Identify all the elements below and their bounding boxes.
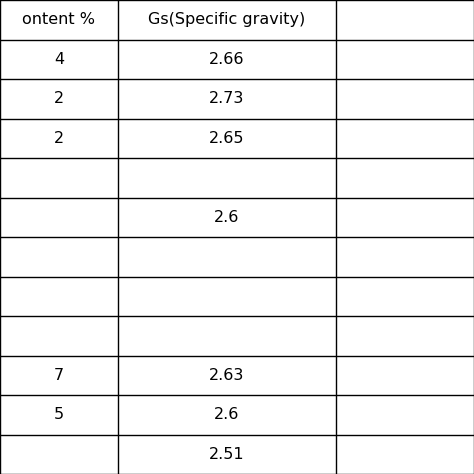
Text: Gs(Specific gravity): Gs(Specific gravity): [148, 12, 306, 27]
Text: 2.51: 2.51: [209, 447, 245, 462]
Text: 2.65: 2.65: [209, 131, 245, 146]
Text: ontent %: ontent %: [22, 12, 95, 27]
Text: 2.66: 2.66: [209, 52, 245, 67]
Text: 7: 7: [54, 368, 64, 383]
Text: 2.6: 2.6: [214, 407, 240, 422]
Text: 2: 2: [54, 131, 64, 146]
Text: 2.73: 2.73: [210, 91, 245, 106]
Text: 2.6: 2.6: [214, 210, 240, 225]
Text: 2: 2: [54, 91, 64, 106]
Text: 5: 5: [54, 407, 64, 422]
Text: 2.63: 2.63: [210, 368, 245, 383]
Text: 4: 4: [54, 52, 64, 67]
